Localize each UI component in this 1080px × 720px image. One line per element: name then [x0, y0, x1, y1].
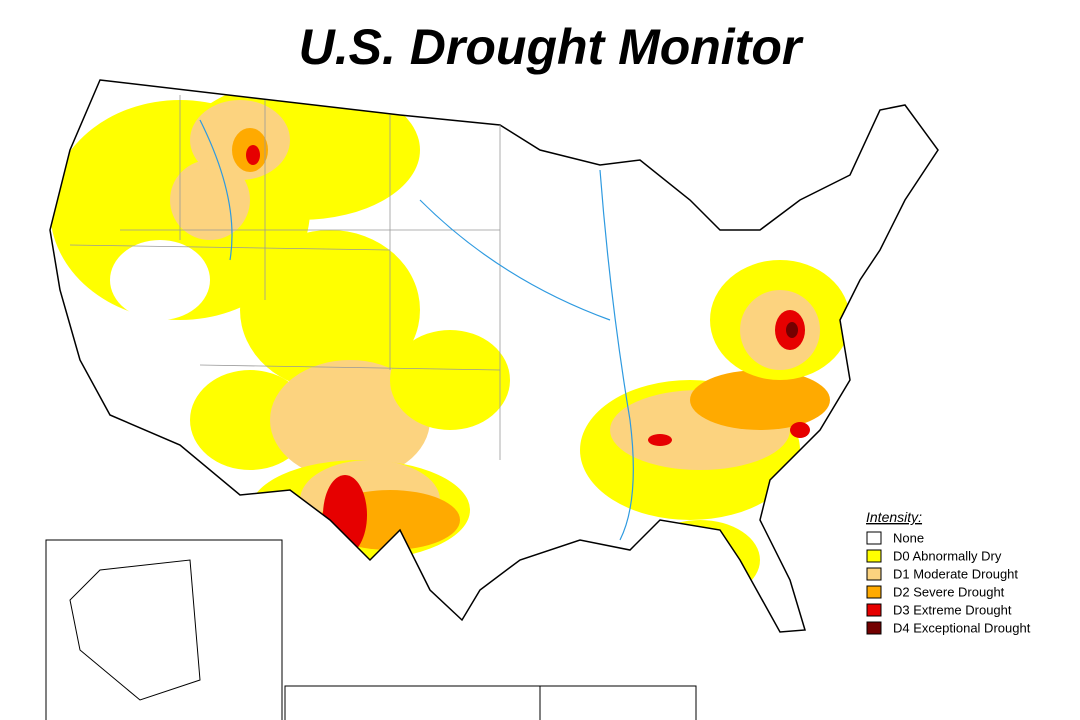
- legend-swatch: [866, 585, 882, 599]
- legend-swatch: [866, 621, 882, 635]
- legend-label: D0 Abnormally Dry: [893, 548, 1002, 563]
- legend-label: D2 Severe Drought: [893, 584, 1005, 599]
- legend-label: D1 Moderate Drought: [893, 566, 1018, 581]
- legend-swatch: [866, 567, 882, 581]
- legend: Intensity: None D0 Abnormally Dry D1 Moder…: [866, 509, 1031, 635]
- legend-swatch: [866, 549, 882, 563]
- map-title: U.S. Drought Monitor: [299, 19, 804, 75]
- legend-swatch: [866, 531, 882, 545]
- alaska-outline: [69, 559, 201, 701]
- legend-label: D3 Extreme Drought: [893, 602, 1012, 617]
- legend-title: Intensity:: [866, 509, 922, 525]
- hawaii-inset: [284, 685, 541, 720]
- legend-label: D4 Exceptional Drought: [893, 620, 1031, 635]
- puerto-rico-inset: [539, 685, 697, 720]
- legend-swatch: [866, 603, 882, 617]
- legend-label: None: [893, 530, 924, 545]
